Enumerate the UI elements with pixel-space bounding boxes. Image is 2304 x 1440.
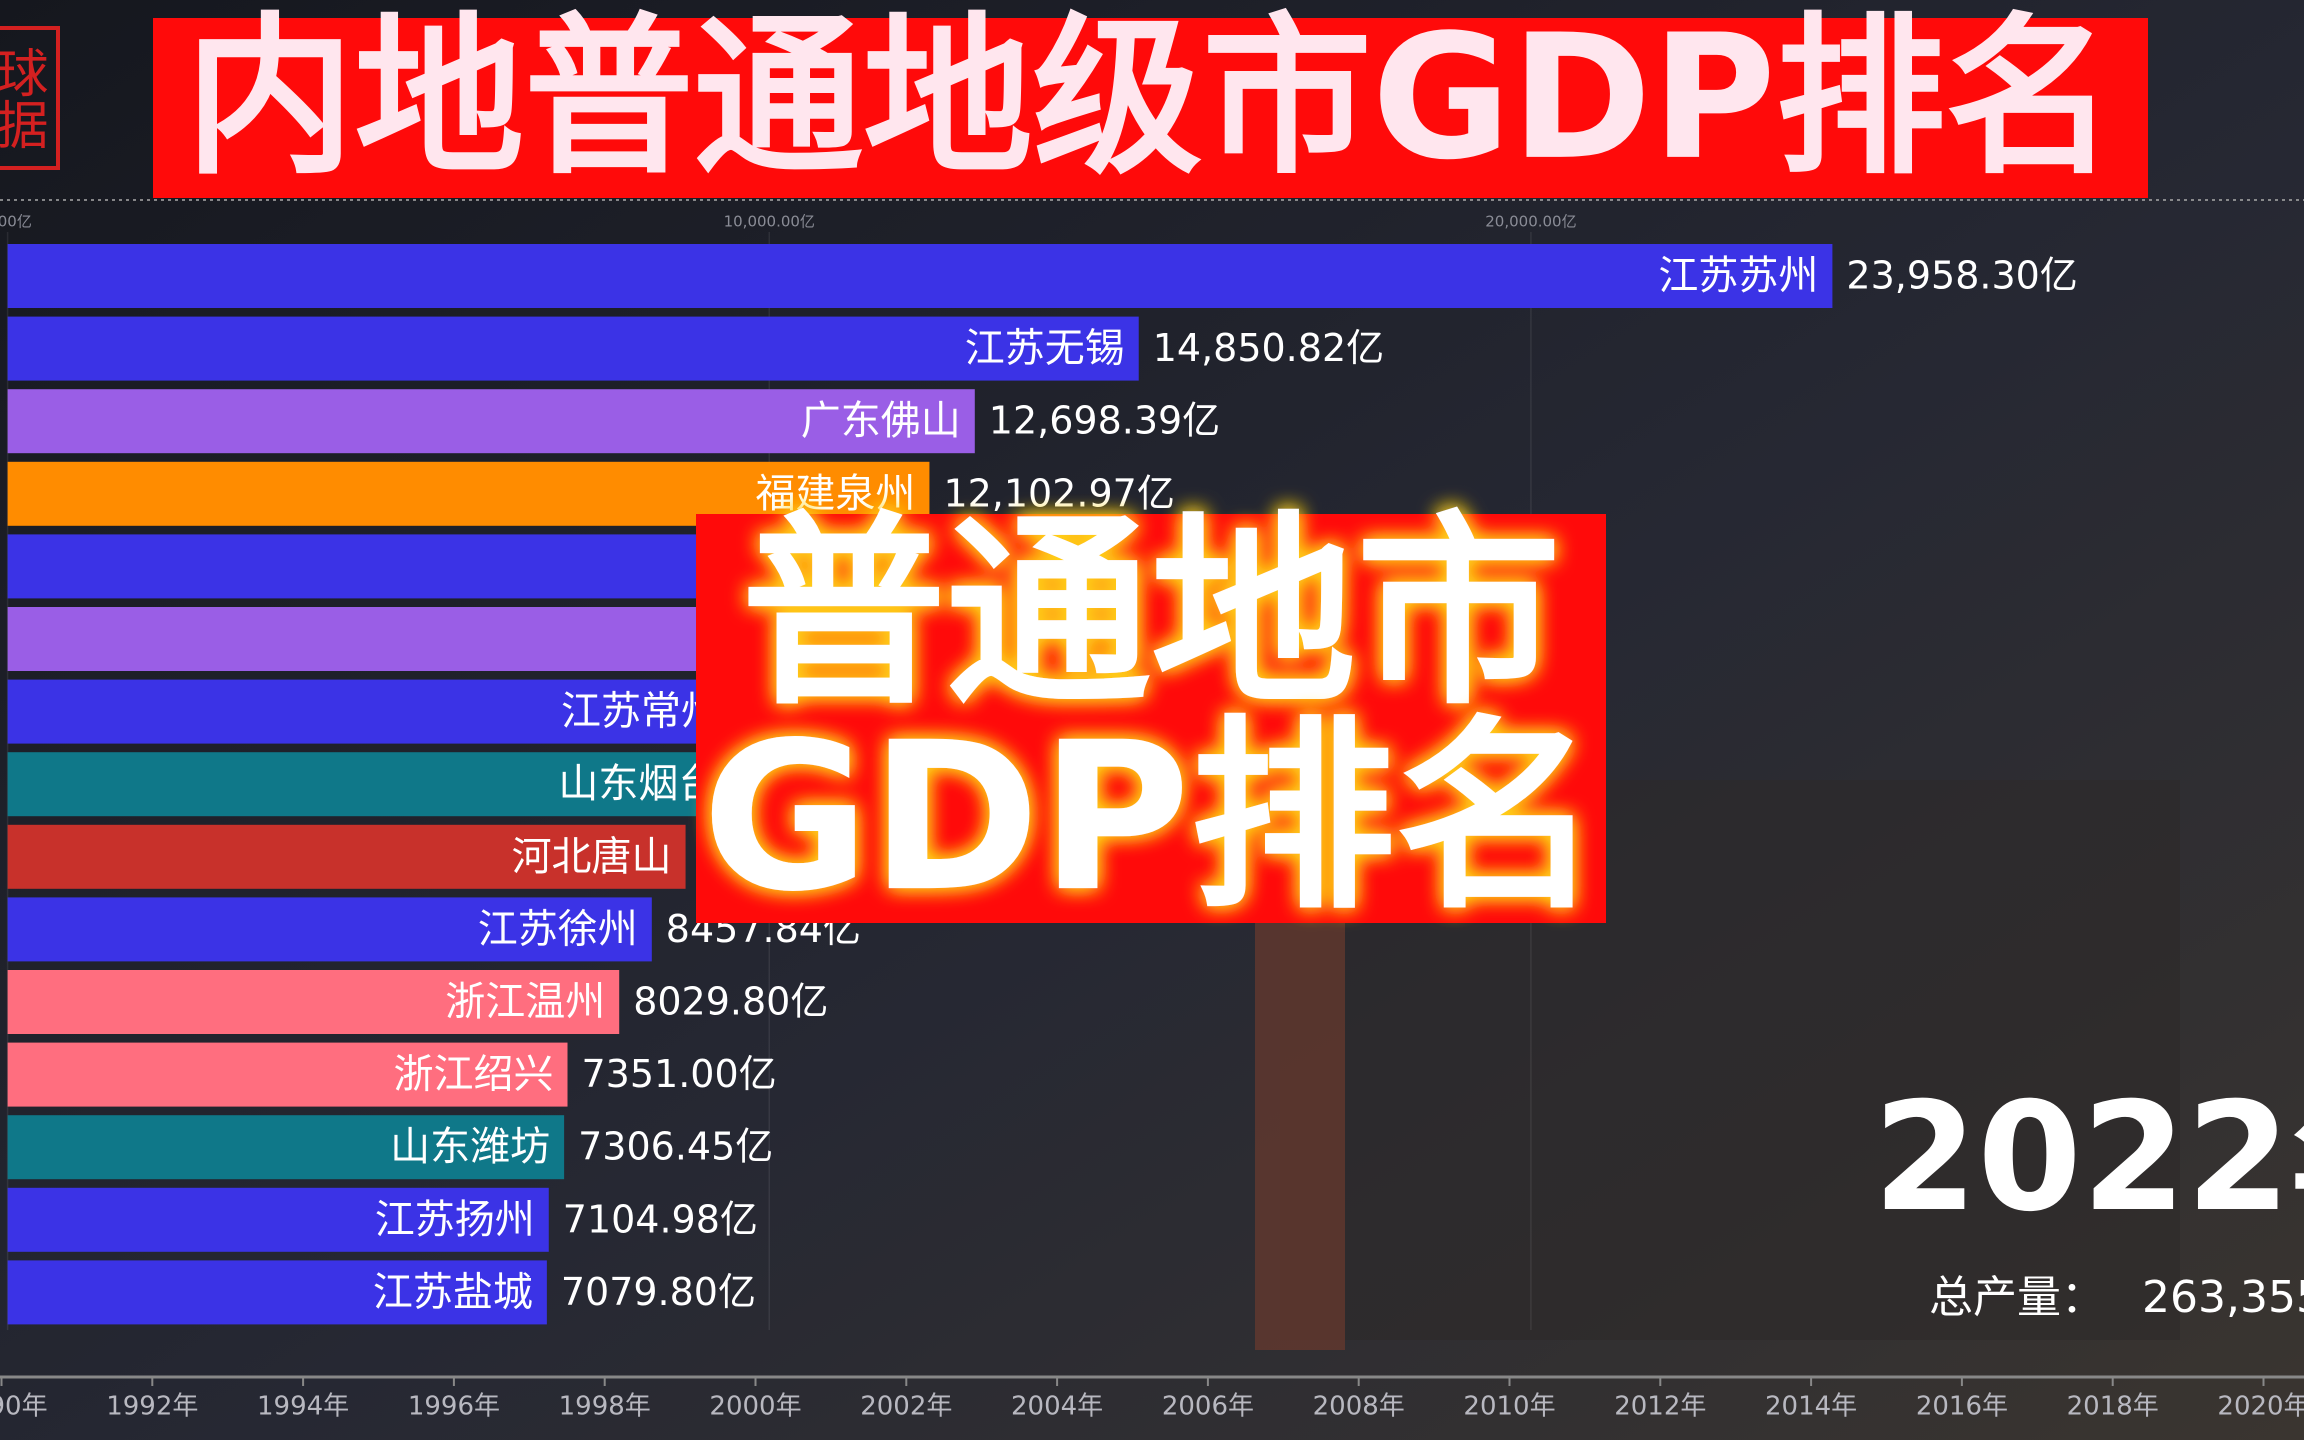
- bar: [7, 389, 975, 454]
- bar-value-label: 12,698.39亿: [989, 399, 1220, 443]
- bar-value-label: 7104.98亿: [563, 1197, 758, 1241]
- bar-category-label: 广东佛山: [801, 398, 961, 444]
- timeline-label: 2016年: [1916, 1392, 2008, 1422]
- bar-category-label: 浙江绍兴: [394, 1052, 554, 1098]
- bar: [7, 752, 733, 817]
- bar: [7, 1187, 549, 1252]
- timeline-label: 1994年: [257, 1392, 349, 1422]
- timeline-label: 2010年: [1463, 1392, 1555, 1422]
- bar-value-label: 7351.00亿: [582, 1052, 777, 1096]
- watermark: 球据: [0, 46, 47, 150]
- bar-category-label: 江苏苏州: [1658, 253, 1818, 299]
- timeline-label: 2020年: [2217, 1392, 2304, 1422]
- bar: [7, 897, 652, 962]
- bar-value-label: 14,850.82亿: [1153, 326, 1384, 370]
- bar-category-label: 福建泉州: [755, 471, 915, 517]
- bar: [7, 1042, 568, 1107]
- bar: [7, 1115, 565, 1180]
- bar: [7, 970, 620, 1034]
- bar-category-label: 江苏常州: [561, 689, 721, 735]
- timeline-label: 1992年: [106, 1392, 198, 1422]
- timeline-label: 2004年: [1011, 1392, 1103, 1422]
- x-tick-label: 10,000.00亿: [724, 213, 815, 231]
- timeline-label: 2018年: [2067, 1392, 2159, 1422]
- timeline-label: 1996年: [408, 1392, 500, 1422]
- scenery-tower: [1255, 870, 1345, 1350]
- timeline-label: 2008年: [1313, 1392, 1405, 1422]
- bar-category-label: 山东烟台: [558, 761, 718, 807]
- x-tick-label: 20,000.00亿: [1485, 213, 1576, 231]
- bar-value-label: 12,102.97亿: [943, 471, 1174, 515]
- timeline-label: 1998年: [559, 1392, 651, 1422]
- bar: [7, 824, 686, 889]
- timeline-label: 2012年: [1614, 1392, 1706, 1422]
- overlay-box: [696, 514, 1606, 923]
- bar-category-label: 河北唐山: [512, 834, 672, 880]
- bar-value-label: 7306.45亿: [578, 1125, 773, 1169]
- overlay-line: 普通地市: [741, 495, 1561, 733]
- bar-value-label: 8029.80亿: [633, 980, 828, 1024]
- bar-value-label: 23,958.30亿: [1846, 254, 2077, 298]
- bar: [7, 679, 735, 744]
- bar: [7, 316, 1139, 381]
- timeline-label: 2000年: [709, 1392, 801, 1422]
- bar-category-label: 江苏扬州: [375, 1197, 535, 1243]
- timeline-label: 2002年: [860, 1392, 952, 1422]
- overlay-line: GDP排名: [702, 699, 1601, 937]
- bar-category-label: 山东潍坊: [390, 1124, 550, 1170]
- bar-value-label: 7079.80亿: [561, 1270, 756, 1314]
- total-label: 总产量：: [1929, 1272, 2105, 1323]
- title-banner: [153, 18, 2148, 198]
- timeline-label: 2006年: [1162, 1392, 1254, 1422]
- timeline-label: 1990年: [0, 1392, 48, 1422]
- bar-category-label: 江苏无锡: [965, 326, 1125, 372]
- total-value: 263,355: [2142, 1272, 2304, 1323]
- bar-category-label: 浙江温州: [445, 979, 605, 1025]
- timeline-label: 2014年: [1765, 1392, 1857, 1422]
- chart-title: 内地普通地级市GDP排名: [185, 0, 2115, 198]
- bar-category-label: 江苏盐城: [373, 1269, 533, 1315]
- watermark-frame: [0, 26, 60, 170]
- bar-category-label: 江苏徐州: [478, 906, 638, 952]
- x-tick-label: 0.00亿: [0, 213, 32, 231]
- year-label: 2022年: [1873, 1071, 2304, 1245]
- bar: [7, 1260, 547, 1325]
- bar: [7, 244, 1833, 308]
- timeline: 1990年 1992年 1994年 1996年 1998年 2000年 2002年 2004年…: [0, 1377, 2304, 1422]
